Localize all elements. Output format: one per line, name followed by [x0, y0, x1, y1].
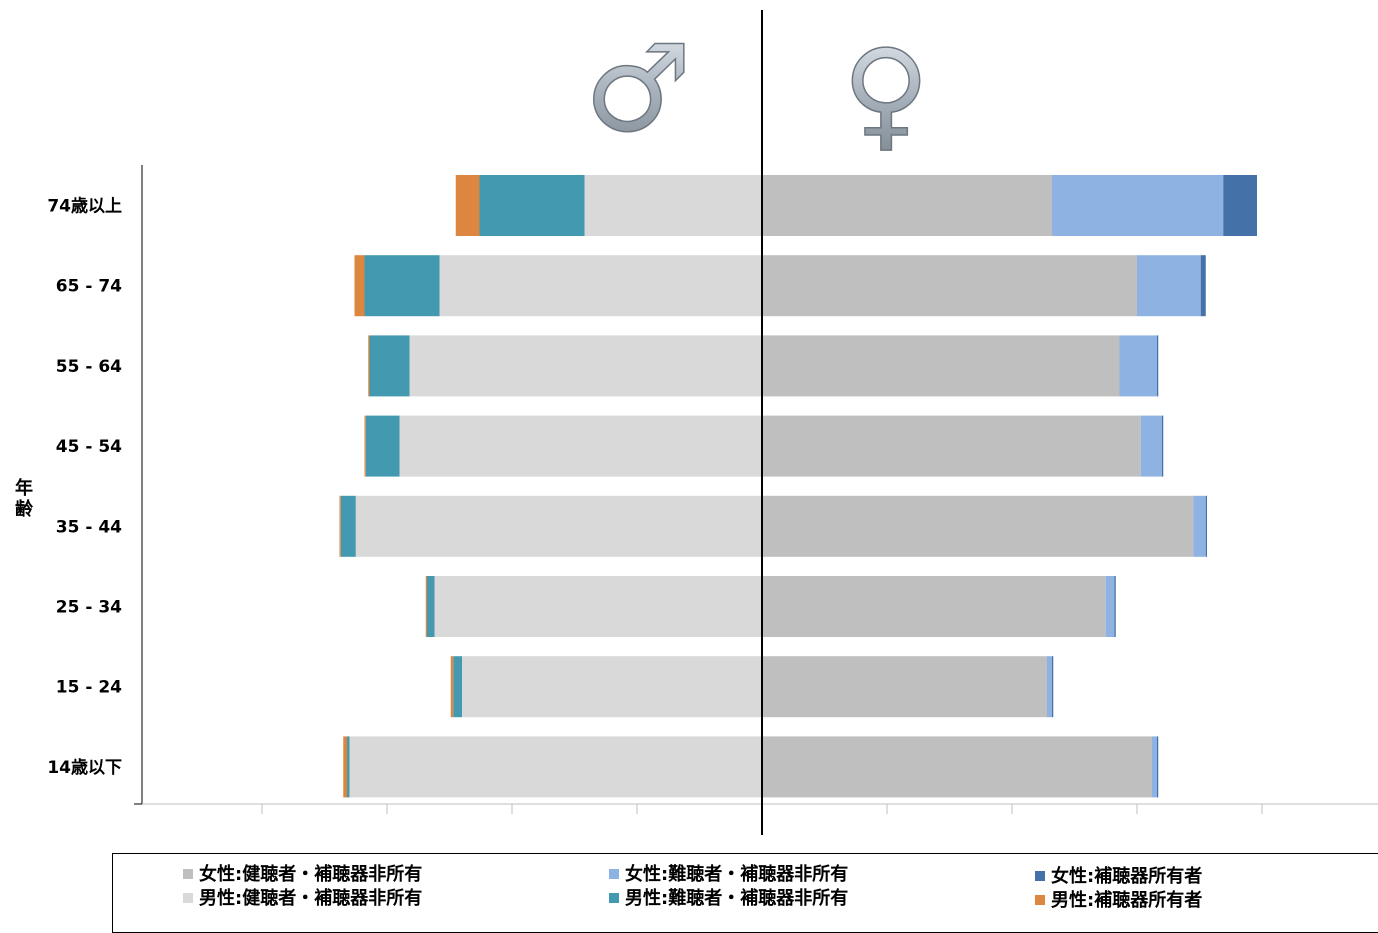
category-label: 45 - 54 [56, 437, 122, 457]
legend-item-female-hearing-aid: 女性:補聴器所有者 [1035, 866, 1202, 888]
bar-segment-female [762, 576, 1106, 637]
bar-segment-female [762, 495, 1194, 557]
legend-swatch [183, 869, 193, 879]
bar-segment-female [1193, 495, 1206, 557]
legend-label: 男性:補聴器所有者 [1051, 890, 1203, 911]
bar-segment-male [365, 415, 400, 477]
bar-segment-male [368, 335, 370, 397]
bar-segment-male [340, 495, 356, 557]
legend-label: 男性:難聴者・補聴器非所有 [625, 888, 849, 909]
female-symbol-icon: ♀ [841, 24, 930, 165]
legend-item-male-hearing-aid: 男性:補聴器所有者 [1035, 890, 1202, 912]
legend-swatch [1035, 895, 1045, 905]
legend-swatch [1035, 871, 1045, 881]
bar-segment-male [434, 576, 762, 637]
legend-label: 女性:健聴者・補聴器非所有 [199, 864, 423, 885]
bar-segment-female [1140, 415, 1162, 477]
bar-segment-female [1047, 656, 1052, 718]
bar-segment-female [1162, 415, 1164, 477]
category-label: 14歳以下 [47, 757, 122, 778]
bar-segment-male [453, 656, 462, 718]
category-label: 55 - 64 [56, 357, 122, 377]
legend-item-male-hearing-loss: 男性:難聴者・補聴器非所有 [609, 888, 848, 910]
category-label: 15 - 24 [56, 678, 122, 698]
category-label: 74歳以上 [47, 196, 122, 217]
category-label: 35 - 44 [56, 517, 122, 537]
bar-segment-male [364, 415, 366, 477]
legend-swatch [609, 893, 619, 903]
bar-segment-female [1157, 736, 1159, 798]
bar-segment-male [399, 415, 762, 477]
bar-segment-male [425, 576, 427, 637]
bar-segment-female [1105, 576, 1115, 637]
legend-label: 女性:補聴器所有者 [1051, 866, 1203, 887]
legend-swatch [183, 893, 193, 903]
chart-legend: 女性:健聴者・補聴器非所有 女性:難聴者・補聴器非所有 女性:補聴器所有者 男性… [112, 853, 1378, 933]
bar-segment-male [462, 656, 762, 718]
population-pyramid-chart: 74歳以上 65 - 74 55 - 64 45 - 54 35 - 44 25 - 34… [47, 10, 1378, 835]
bar-segment-female [762, 255, 1137, 317]
bar-segment-female [762, 335, 1120, 397]
bar-segment-female [762, 175, 1052, 236]
legend-item-female-normal: 女性:健聴者・補聴器非所有 [183, 864, 422, 886]
bar-segment-male [347, 736, 350, 798]
category-label: 65 - 74 [56, 277, 122, 297]
bar-segment-male [479, 175, 585, 236]
bar-segment-female [1119, 335, 1157, 397]
bar-segment-male [349, 736, 762, 798]
bar-segment-male [409, 335, 762, 397]
bar-segment-female [1200, 255, 1206, 317]
bar-segment-female [1052, 656, 1054, 718]
bar-segment-female [762, 736, 1152, 798]
bar-segment-male [355, 495, 762, 557]
legend-item-female-hearing-loss: 女性:難聴者・補聴器非所有 [609, 864, 848, 886]
bar-segment-female [1223, 175, 1257, 236]
bar-segment-female [1114, 576, 1116, 637]
bar-segment-male [369, 335, 410, 397]
legend-label: 女性:難聴者・補聴器非所有 [625, 864, 849, 885]
bar-segment-male [343, 736, 347, 798]
bar-segment-female [762, 415, 1141, 477]
bar-segment-female [1157, 335, 1159, 397]
bar-segment-male [339, 495, 341, 557]
legend-item-male-normal: 男性:健聴者・補聴器非所有 [183, 888, 422, 910]
male-symbol-icon: ♂ [583, 19, 692, 160]
bar-segment-male [364, 255, 440, 317]
bar-segment-male [439, 255, 762, 317]
bar-segment-male [584, 175, 762, 236]
bar-segment-male [354, 255, 365, 317]
svg-text:♀: ♀ [842, 25, 930, 164]
category-label: 25 - 34 [56, 598, 122, 618]
bar-segment-male [427, 576, 435, 637]
legend-swatch [609, 869, 619, 879]
bar-segment-female [762, 656, 1047, 718]
svg-text:♂: ♂ [584, 20, 692, 159]
bar-segment-female [1152, 736, 1157, 798]
y-axis-title: 年齢 [15, 478, 33, 520]
legend-label: 男性:健聴者・補聴器非所有 [199, 888, 423, 909]
bar-segment-male [450, 656, 454, 718]
bar-segment-male [455, 175, 480, 236]
bar-segment-female [1052, 175, 1224, 236]
bar-segment-female [1137, 255, 1201, 317]
bar-segment-female [1205, 495, 1207, 557]
